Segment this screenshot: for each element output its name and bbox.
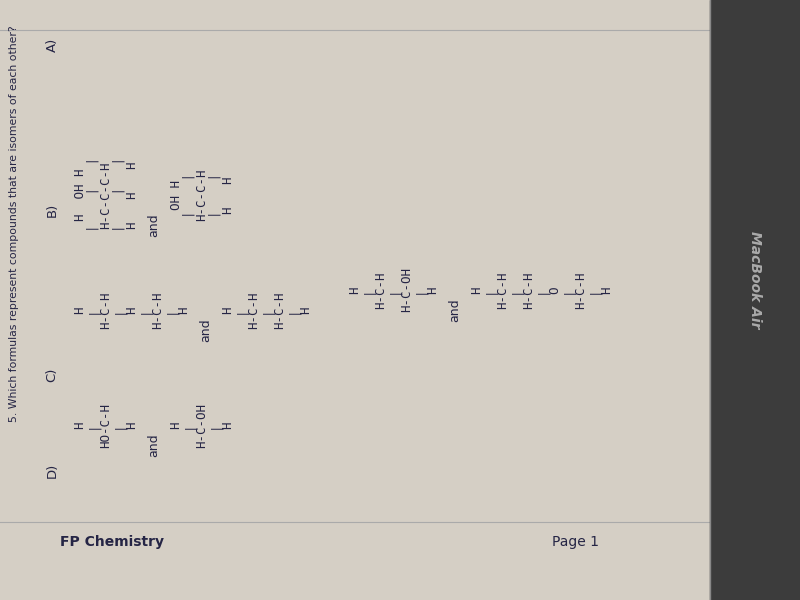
Text: H: H [74,421,86,429]
Bar [710,0,800,600]
Text: C): C) [46,368,58,382]
Text: OH H: OH H [170,180,182,210]
Text: |: | [113,421,126,429]
Text: H: H [601,286,614,294]
Text: |: | [261,306,274,314]
Text: H: H [426,286,439,294]
Text: O: O [549,286,562,294]
Text: H: H [299,306,313,314]
Text: MacBook Air: MacBook Air [748,231,762,329]
Text: |: | [286,306,299,314]
Text: |: | [138,306,151,314]
Text: H: H [74,306,86,314]
Text: H-C-H: H-C-H [522,271,535,309]
Text: H: H [170,421,182,429]
Text: H: H [126,306,138,314]
Text: H   H   H: H H H [126,161,138,229]
Text: H-C-OH: H-C-OH [401,268,414,313]
Text: D): D) [46,463,58,478]
Text: H-C-H: H-C-H [247,291,261,329]
Text: |: | [234,306,247,314]
Text: H-C-H: H-C-H [374,271,387,309]
Text: Page 1: Page 1 [551,535,598,549]
Text: |: | [535,286,549,294]
Text: |: | [483,286,497,294]
Text: and: and [147,433,161,457]
Text: H  OH H: H OH H [74,169,86,221]
Text: H: H [222,421,234,429]
Text: |: | [414,286,426,294]
Text: H-C-H: H-C-H [574,271,587,309]
Text: H: H [349,286,362,294]
Text: |: | [209,421,222,429]
Text: |: | [562,286,574,294]
Text: |    |   |: | | | [113,157,126,232]
Text: |: | [86,306,99,314]
Text: A): A) [46,38,58,52]
Text: |: | [86,421,99,429]
Text: |: | [165,306,178,314]
Text: H: H [178,306,190,314]
Text: H-C-C-C-H: H-C-C-C-H [99,161,113,229]
Text: H-C-H: H-C-H [151,291,165,329]
Text: |: | [362,286,374,294]
Text: |: | [387,286,401,294]
Text: H-C-OH: H-C-OH [195,403,209,448]
Text: H   H: H H [222,176,234,214]
Text: H-C-H: H-C-H [497,271,510,309]
Text: |: | [510,286,522,294]
Text: 5. Which formulas represent compounds that are isomers of each other?: 5. Which formulas represent compounds th… [9,25,19,422]
Text: H: H [470,286,483,294]
Text: H-C-H: H-C-H [99,291,113,329]
Text: H-C-C-H: H-C-C-H [195,169,209,221]
Text: H: H [126,421,138,429]
Text: and: and [147,213,161,237]
Text: and: and [449,298,462,322]
Text: H: H [222,306,234,314]
Text: |    |   |: | | | [86,157,99,232]
Text: FP Chemistry: FP Chemistry [60,535,164,549]
Text: |: | [587,286,601,294]
Text: |    |: | | [209,173,222,217]
Text: and: and [199,318,213,342]
Text: |: | [182,421,195,429]
Text: B): B) [46,203,58,217]
Text: |    |: | | [182,173,195,217]
Text: H-C-H: H-C-H [274,291,286,329]
Text: HO-C-H: HO-C-H [99,403,113,448]
Text: |: | [113,306,126,314]
